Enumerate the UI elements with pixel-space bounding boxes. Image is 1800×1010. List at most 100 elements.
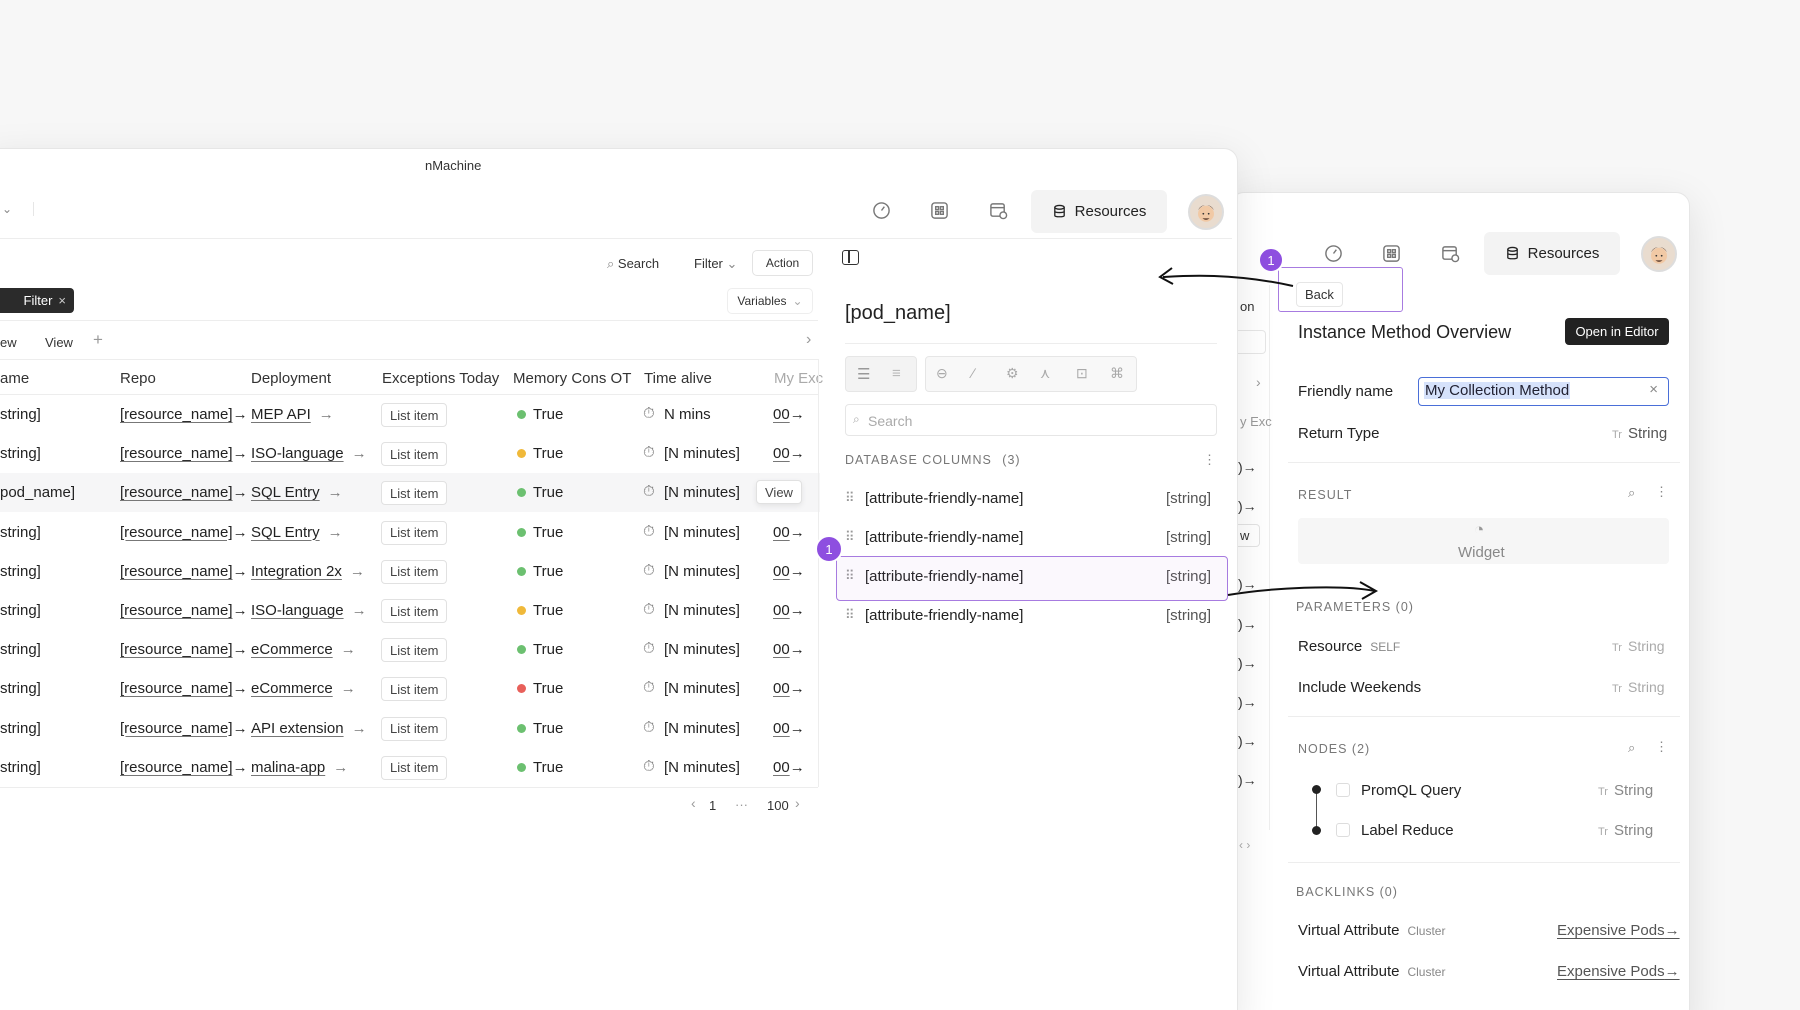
database-column-item[interactable]: ⠿ [attribute-friendly-name] [string] [835, 558, 1213, 596]
row-exc[interactable]: 00→ [773, 641, 805, 659]
table-row[interactable]: string] [resource_name]→ SQL Entry → List it… [0, 513, 820, 552]
view-tab[interactable]: View [45, 335, 73, 350]
row-repo[interactable]: [resource_name]→ [120, 602, 248, 619]
row-exc[interactable]: 00→ [773, 523, 805, 541]
avatar[interactable] [1188, 194, 1224, 230]
row-exc[interactable]: 00→ [773, 445, 805, 463]
row-deployment[interactable]: eCommerce → [251, 641, 356, 658]
chevron-down-icon[interactable]: ⌄ [2, 202, 13, 216]
row-exceptions-chip[interactable]: List item [381, 716, 448, 741]
gauge-icon[interactable] [1320, 240, 1346, 266]
table-row[interactable]: string] [resource_name]→ eCommerce → List it… [0, 669, 820, 708]
row-exceptions-chip[interactable]: List item [381, 755, 448, 780]
row-repo[interactable]: [resource_name]→ [120, 719, 248, 737]
gear-icon[interactable]: ⚙ [1006, 365, 1019, 381]
node-name[interactable]: PromQL Query [1361, 782, 1462, 799]
filter-dropdown[interactable]: Filter ⌄ [694, 256, 737, 272]
calendar-clock-icon[interactable] [985, 197, 1011, 223]
close-icon[interactable]: × [58, 293, 66, 308]
row-repo[interactable]: [resource_name]→ [120, 484, 248, 502]
page-current[interactable]: 1 [709, 798, 717, 813]
row-deployment[interactable]: SQL Entry → [251, 524, 343, 541]
result-widget-area[interactable]: ◔ Widget [1298, 518, 1669, 564]
drag-handle-icon[interactable]: ⠿ [845, 490, 855, 505]
col-header-name[interactable]: ame [0, 370, 30, 387]
row-view-button[interactable]: View [756, 480, 802, 505]
table-row[interactable]: string] [resource_name]→ malina-app → List i… [0, 748, 820, 787]
side-resources-button[interactable]: Resources [1484, 232, 1620, 275]
row-deployment[interactable]: eCommerce → [251, 680, 356, 697]
action-button[interactable]: Action [752, 250, 813, 276]
minus-circle-icon[interactable]: ⊖ [936, 365, 948, 381]
row-exc[interactable]: 00→ [773, 406, 805, 423]
side-avatar[interactable] [1641, 236, 1677, 272]
row-exceptions-chip[interactable]: List item [381, 599, 448, 623]
drag-handle-icon[interactable]: ⠿ [845, 529, 855, 544]
view-tab[interactable]: ew [0, 335, 17, 350]
backlink-link[interactable]: Expensive Pods→ [1557, 963, 1680, 980]
row-exc[interactable]: 00→ [773, 562, 805, 580]
table-row[interactable]: string] [resource_name]→ eCommerce → List it… [0, 630, 820, 669]
row-repo[interactable]: [resource_name]→ [120, 680, 248, 698]
database-column-item[interactable]: ⠿ [attribute-friendly-name] [string] [835, 597, 1213, 635]
row-exceptions-chip[interactable]: List item [381, 677, 448, 702]
compact-view-icon[interactable]: ≡ [892, 365, 901, 382]
search-button[interactable]: ⌕ Search [607, 256, 659, 272]
col-header-repo[interactable]: Repo [120, 370, 156, 387]
variables-dropdown[interactable]: Variables ⌄ [727, 288, 813, 314]
row-deployment[interactable]: malina-app → [251, 759, 348, 776]
row-exceptions-chip[interactable]: List item [381, 638, 448, 663]
row-exc[interactable]: 00→ [773, 758, 805, 776]
table-row[interactable]: string] [resource_name]→ Integration 2x → Li… [0, 552, 820, 591]
row-exc[interactable]: 00→ [773, 719, 805, 737]
col-header-memory[interactable]: Memory Cons OT [513, 370, 632, 387]
row-exceptions-chip[interactable]: List item [381, 481, 448, 506]
database-column-item[interactable]: ⠿ [attribute-friendly-name] [string] [835, 519, 1213, 557]
row-exc[interactable]: 00→ [773, 602, 805, 619]
zoom-icon[interactable]: ⊡ [1076, 365, 1088, 381]
nodes-search-icon[interactable]: ⌕ [1628, 740, 1636, 755]
row-deployment[interactable]: ISO-language → [251, 602, 367, 619]
table-row[interactable]: string] [resource_name]→ ISO-language → List… [0, 591, 820, 630]
list-view-icon[interactable]: ☰ [857, 366, 871, 383]
partial-chevron-left-icon[interactable]: ‹ › [1239, 838, 1251, 852]
detail-search-input[interactable]: ⌕ Search [845, 404, 1217, 436]
col-header-deployment[interactable]: Deployment [251, 370, 332, 387]
col-header-time[interactable]: Time alive [644, 370, 712, 387]
row-repo[interactable]: [resource_name]→ [120, 523, 248, 541]
database-column-item[interactable]: ⠿ [attribute-friendly-name] [string] [835, 480, 1213, 518]
row-exceptions-chip[interactable]: List item [381, 559, 448, 584]
node-name[interactable]: Label Reduce [1361, 822, 1454, 839]
slash-icon[interactable]: ∕ [972, 365, 975, 381]
grid-icon[interactable] [1378, 240, 1404, 266]
row-repo[interactable]: [resource_name]→ [120, 562, 248, 580]
open-in-editor-button[interactable]: Open in Editor [1565, 318, 1669, 345]
add-view-icon[interactable]: + [93, 330, 103, 349]
panel-toggle-icon[interactable] [842, 250, 859, 265]
chevron-right-icon[interactable]: › [806, 331, 812, 348]
row-exceptions-chip[interactable]: List item [381, 520, 448, 545]
row-repo[interactable]: [resource_name]→ [120, 641, 248, 659]
col-header-exceptions[interactable]: Exceptions Today [382, 370, 500, 387]
merge-icon[interactable]: ⋏ [1040, 365, 1051, 381]
table-row[interactable]: pod_name] [resource_name]→ SQL Entry → List … [0, 473, 820, 513]
table-row[interactable]: string] [resource_name]→ API extension → Lis… [0, 709, 820, 748]
back-button[interactable]: Back [1296, 282, 1343, 307]
filter-chip[interactable]: Filter × [0, 288, 74, 313]
next-page-icon[interactable]: › [795, 795, 800, 811]
row-deployment[interactable]: ISO-language → [251, 445, 367, 462]
partial-chevron-icon[interactable]: › [1256, 374, 1261, 390]
row-exceptions-chip[interactable]: List item [381, 442, 448, 467]
result-more-icon[interactable]: ⋮ [1655, 484, 1668, 499]
table-row[interactable]: string] [resource_name]→ MEP API → List item… [0, 395, 820, 434]
row-deployment[interactable]: API extension → [251, 720, 367, 737]
row-deployment[interactable]: Integration 2x → [251, 563, 365, 580]
row-deployment[interactable]: MEP API → [251, 406, 334, 423]
prev-page-icon[interactable]: ‹ [691, 795, 696, 811]
drag-handle-icon[interactable]: ⠿ [845, 568, 855, 583]
resources-button[interactable]: Resources [1031, 190, 1167, 233]
row-deployment[interactable]: SQL Entry → [251, 484, 343, 501]
calendar-clock-icon[interactable] [1437, 240, 1463, 266]
row-exceptions-chip[interactable]: List item [381, 403, 448, 427]
page-last[interactable]: 100 [767, 798, 789, 813]
